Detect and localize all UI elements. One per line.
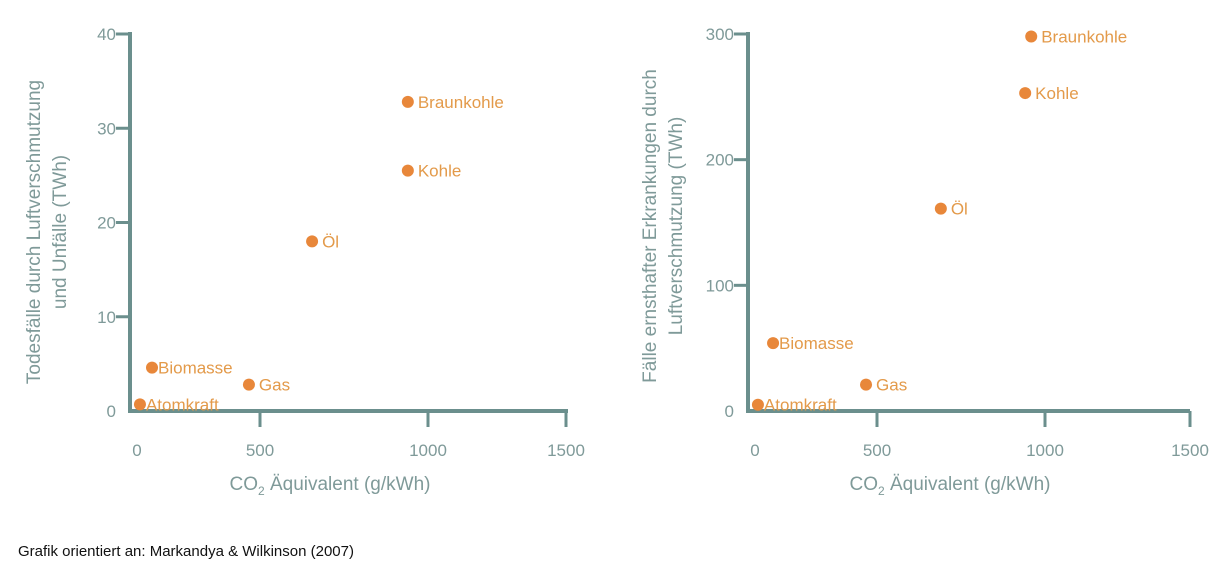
- x-axis-label: CO2 Äquivalent (g/kWh): [850, 474, 1051, 498]
- y-axis-label: Fälle ernsthafter Erkrankungen durch Luft…: [640, 69, 687, 383]
- point-biomasse: [767, 337, 780, 350]
- point-label: Braunkohle: [418, 93, 504, 112]
- source-note: Grafik orientiert an: Markandya & Wilkin…: [18, 543, 354, 560]
- point-biomasse: [146, 361, 159, 374]
- y-tick-label: 10: [97, 308, 116, 327]
- point-kohle: [1019, 87, 1032, 100]
- point-atomkraft: [133, 398, 146, 411]
- x-tick-label: 1000: [1026, 441, 1064, 460]
- x-tick-label: 0: [132, 441, 141, 460]
- point-label: Öl: [322, 232, 339, 251]
- point-label: Kohle: [418, 162, 461, 181]
- y-tick-label: 0: [107, 402, 116, 421]
- point-kohle: [401, 164, 414, 177]
- y-axis-label: Todesfälle durch Luftverschmutzung und Un…: [24, 80, 71, 384]
- x-tick-label: 0: [750, 441, 759, 460]
- point-label: Biomasse: [779, 334, 854, 353]
- point-öl: [306, 235, 319, 248]
- y-tick-label: 200: [706, 151, 734, 170]
- point-label: Biomasse: [158, 359, 233, 378]
- point-label: Öl: [951, 200, 968, 219]
- y-tick-label: 20: [97, 214, 116, 233]
- point-atomkraft: [751, 398, 764, 411]
- point-label: Atomkraft: [146, 395, 219, 414]
- x-tick-label: 500: [863, 441, 891, 460]
- point-label: Atomkraft: [764, 396, 837, 415]
- y-tick-label: 0: [725, 402, 734, 421]
- y-tick-label: 300: [706, 25, 734, 44]
- point-label: Gas: [259, 376, 290, 395]
- y-tick-label: 30: [97, 119, 116, 138]
- point-label: Gas: [876, 376, 907, 395]
- point-label: Braunkohle: [1041, 28, 1127, 47]
- y-tick-label: 40: [97, 25, 116, 44]
- point-braunkohle: [401, 95, 414, 108]
- point-label: Kohle: [1035, 84, 1078, 103]
- point-braunkohle: [1025, 30, 1038, 43]
- chart-1: 0 10 20 30 40 0 500 1000 1500 Todesfälle durch Lu…: [24, 25, 585, 498]
- x-tick-label: 500: [246, 441, 274, 460]
- point-gas: [860, 378, 873, 391]
- x-axis-label: CO2 Äquivalent (g/kWh): [230, 474, 431, 498]
- x-tick-label: 1000: [409, 441, 447, 460]
- y-tick-label: 100: [706, 276, 734, 295]
- x-tick-label: 1500: [1171, 441, 1209, 460]
- x-tick-label: 1500: [547, 441, 585, 460]
- point-gas: [242, 378, 255, 391]
- chart-2: 0 100 200 300 0 500 1000 1500 Fälle ernsthafter …: [640, 25, 1209, 498]
- point-öl: [934, 202, 947, 215]
